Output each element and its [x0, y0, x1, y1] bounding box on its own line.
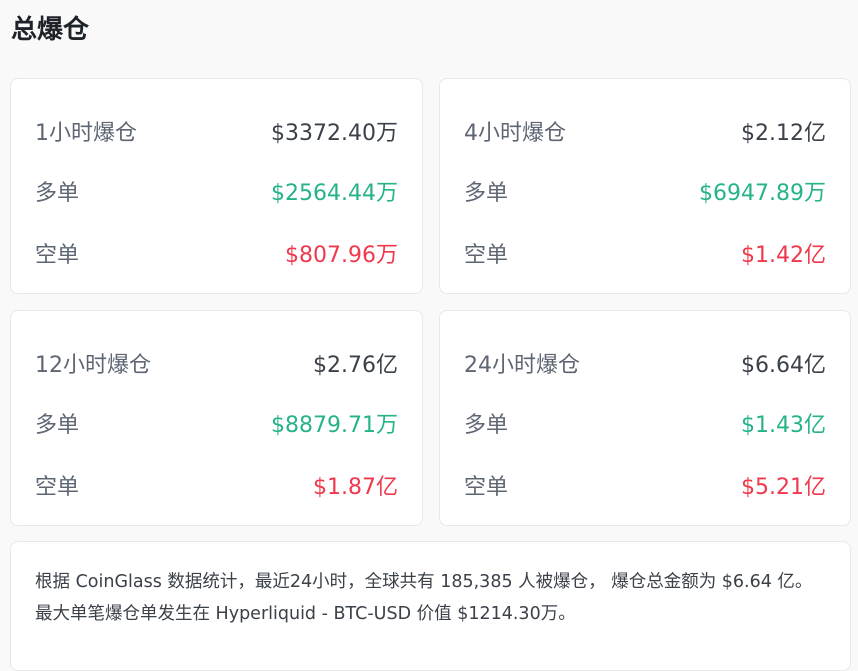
long-label: 多单 [35, 413, 80, 438]
short-label: 空单 [35, 243, 80, 268]
total-row: 1小时爆仓 $3372.40万 [35, 114, 398, 148]
total-row: 4小时爆仓 $2.12亿 [464, 114, 826, 148]
liquidation-card: 24小时爆仓 $6.64亿 多单 $1.43亿 空单 $5.21亿 [439, 310, 851, 526]
long-label: 多单 [464, 181, 509, 206]
short-row: 空单 $1.87亿 [35, 468, 398, 502]
short-value: $1.42亿 [741, 243, 826, 268]
total-row: 12小时爆仓 $2.76亿 [35, 346, 398, 380]
short-label: 空单 [35, 475, 80, 500]
summary-card: 根据 CoinGlass 数据统计，最近24小时，全球共有 185,385 人被… [10, 541, 851, 671]
liquidation-card: 12小时爆仓 $2.76亿 多单 $8879.71万 空单 $1.87亿 [10, 310, 423, 526]
short-row: 空单 $5.21亿 [464, 468, 826, 502]
short-value: $807.96万 [285, 243, 398, 268]
short-label: 空单 [464, 243, 509, 268]
period-label: 24小时爆仓 [464, 353, 580, 378]
long-row: 多单 $2564.44万 [35, 174, 398, 208]
total-value: $2.12亿 [741, 121, 826, 146]
period-label: 1小时爆仓 [35, 121, 137, 146]
short-row: 空单 $807.96万 [35, 236, 398, 270]
short-value: $5.21亿 [741, 475, 826, 500]
total-value: $3372.40万 [271, 121, 398, 146]
summary-text: 根据 CoinGlass 数据统计，最近24小时，全球共有 185,385 人被… [35, 572, 813, 624]
page-title: 总爆仓 [11, 15, 90, 45]
short-row: 空单 $1.42亿 [464, 236, 826, 270]
liquidation-card: 1小时爆仓 $3372.40万 多单 $2564.44万 空单 $807.96万 [10, 78, 423, 294]
long-value: $2564.44万 [271, 181, 398, 206]
long-row: 多单 $6947.89万 [464, 174, 826, 208]
short-label: 空单 [464, 475, 509, 500]
long-row: 多单 $8879.71万 [35, 406, 398, 440]
short-value: $1.87亿 [313, 475, 398, 500]
liquidation-card: 4小时爆仓 $2.12亿 多单 $6947.89万 空单 $1.42亿 [439, 78, 851, 294]
period-label: 12小时爆仓 [35, 353, 151, 378]
total-value: $6.64亿 [741, 353, 826, 378]
long-row: 多单 $1.43亿 [464, 406, 826, 440]
total-row: 24小时爆仓 $6.64亿 [464, 346, 826, 380]
long-value: $8879.71万 [271, 413, 398, 438]
long-label: 多单 [35, 181, 80, 206]
long-value: $6947.89万 [699, 181, 826, 206]
period-label: 4小时爆仓 [464, 121, 566, 146]
long-label: 多单 [464, 413, 509, 438]
total-value: $2.76亿 [313, 353, 398, 378]
long-value: $1.43亿 [741, 413, 826, 438]
